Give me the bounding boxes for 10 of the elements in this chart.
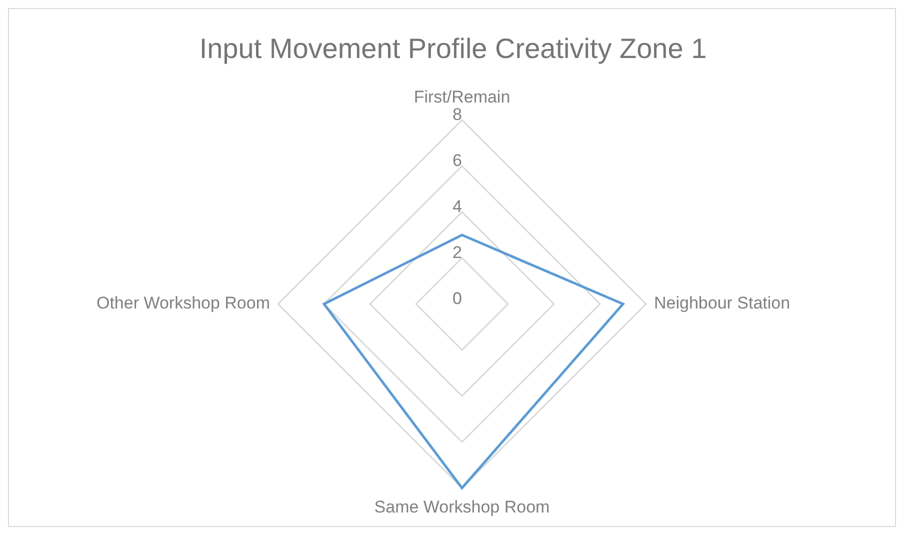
spoke-label: Other Workshop Room (96, 293, 270, 312)
y-tick-label: 2 (452, 243, 462, 262)
y-tick-label: 4 (452, 197, 462, 216)
spoke-label: First/Remain (414, 87, 510, 106)
y-tick-label: 8 (452, 105, 462, 124)
y-tick-label: 6 (452, 151, 462, 170)
chart-title: Input Movement Profile Creativity Zone 1 (198, 33, 708, 65)
spoke-label: Neighbour Station (654, 293, 790, 312)
spoke-label: Same Workshop Room (374, 497, 550, 516)
y-tick-label: 0 (452, 289, 462, 308)
